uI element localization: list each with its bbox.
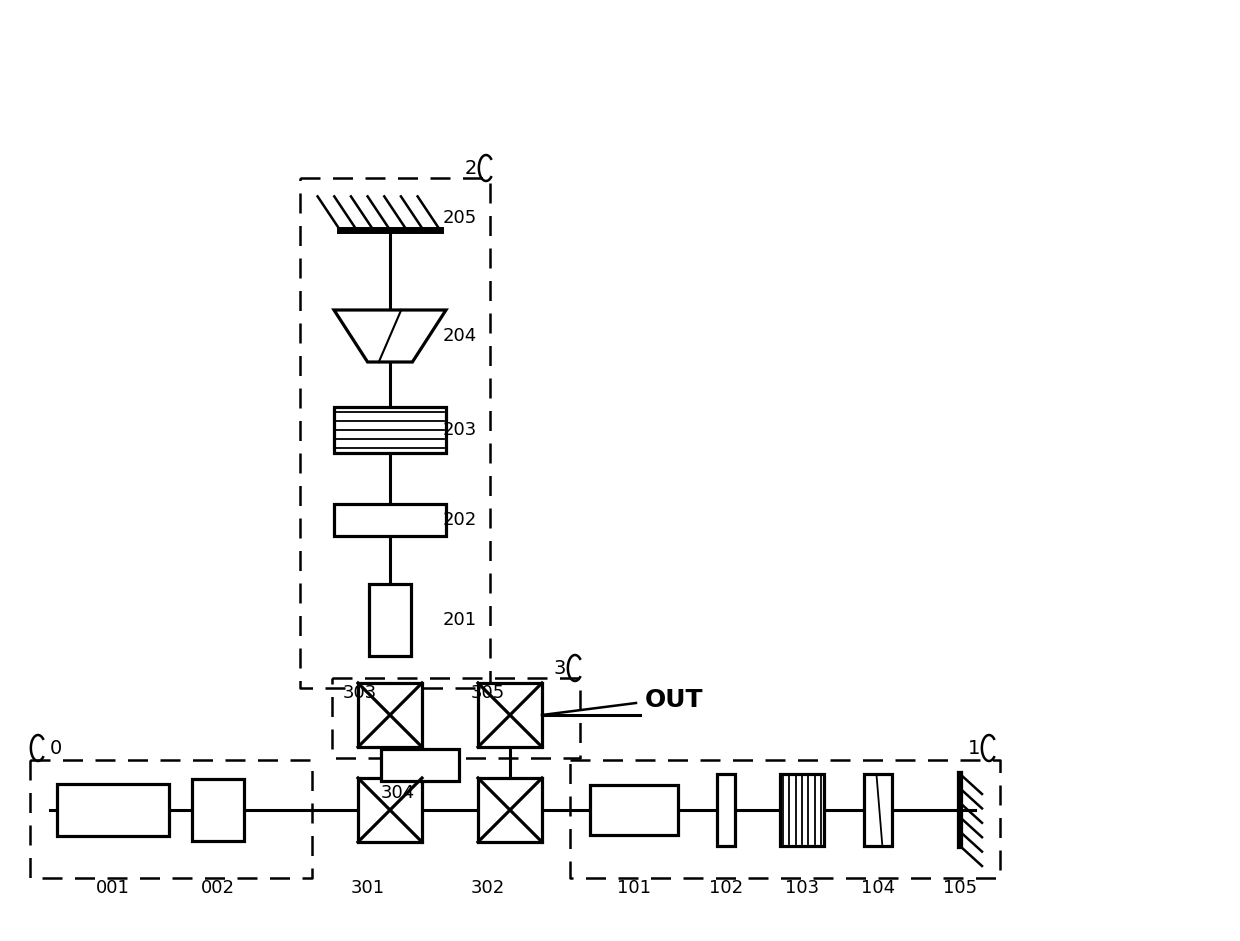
Bar xyxy=(192,779,244,841)
Bar xyxy=(477,778,542,842)
Bar xyxy=(334,504,446,536)
Text: 304: 304 xyxy=(381,784,415,802)
Text: 101: 101 xyxy=(618,879,651,897)
Bar xyxy=(477,683,542,747)
Bar xyxy=(334,407,446,453)
Bar xyxy=(358,778,422,842)
Text: 201: 201 xyxy=(443,611,477,629)
Bar xyxy=(358,683,422,747)
Text: 205: 205 xyxy=(443,209,477,227)
Polygon shape xyxy=(864,774,892,846)
Text: 2: 2 xyxy=(465,158,477,178)
Text: 1: 1 xyxy=(967,739,980,758)
Bar xyxy=(381,749,459,781)
Bar xyxy=(780,774,825,846)
Text: 301: 301 xyxy=(351,879,386,897)
Bar xyxy=(590,785,678,835)
Text: OUT: OUT xyxy=(645,688,703,712)
Text: 303: 303 xyxy=(343,684,377,702)
Text: 302: 302 xyxy=(471,879,505,897)
Text: 105: 105 xyxy=(942,879,977,897)
Text: 104: 104 xyxy=(861,879,895,897)
Polygon shape xyxy=(334,310,446,362)
Text: 203: 203 xyxy=(443,421,477,439)
Text: 102: 102 xyxy=(709,879,743,897)
Text: 3: 3 xyxy=(553,659,565,678)
Text: 202: 202 xyxy=(443,511,477,529)
Text: 0: 0 xyxy=(50,739,62,758)
Text: 103: 103 xyxy=(785,879,820,897)
Bar xyxy=(370,584,410,656)
Text: 002: 002 xyxy=(201,879,236,897)
Bar xyxy=(717,774,735,846)
Text: 204: 204 xyxy=(443,327,477,345)
Bar xyxy=(57,784,169,836)
Text: 305: 305 xyxy=(471,684,505,702)
Text: 001: 001 xyxy=(95,879,130,897)
